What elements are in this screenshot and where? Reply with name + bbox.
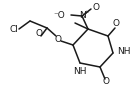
Text: N: N	[80, 10, 86, 19]
Text: NH: NH	[73, 68, 87, 77]
Text: ⁻O: ⁻O	[53, 10, 65, 19]
Text: O: O	[55, 34, 62, 43]
Text: +: +	[83, 9, 89, 14]
Text: Cl: Cl	[10, 25, 18, 34]
Text: O: O	[35, 28, 43, 37]
Text: O: O	[92, 3, 99, 12]
Text: O: O	[103, 78, 109, 87]
Text: NH: NH	[117, 48, 131, 57]
Text: O: O	[112, 19, 120, 28]
